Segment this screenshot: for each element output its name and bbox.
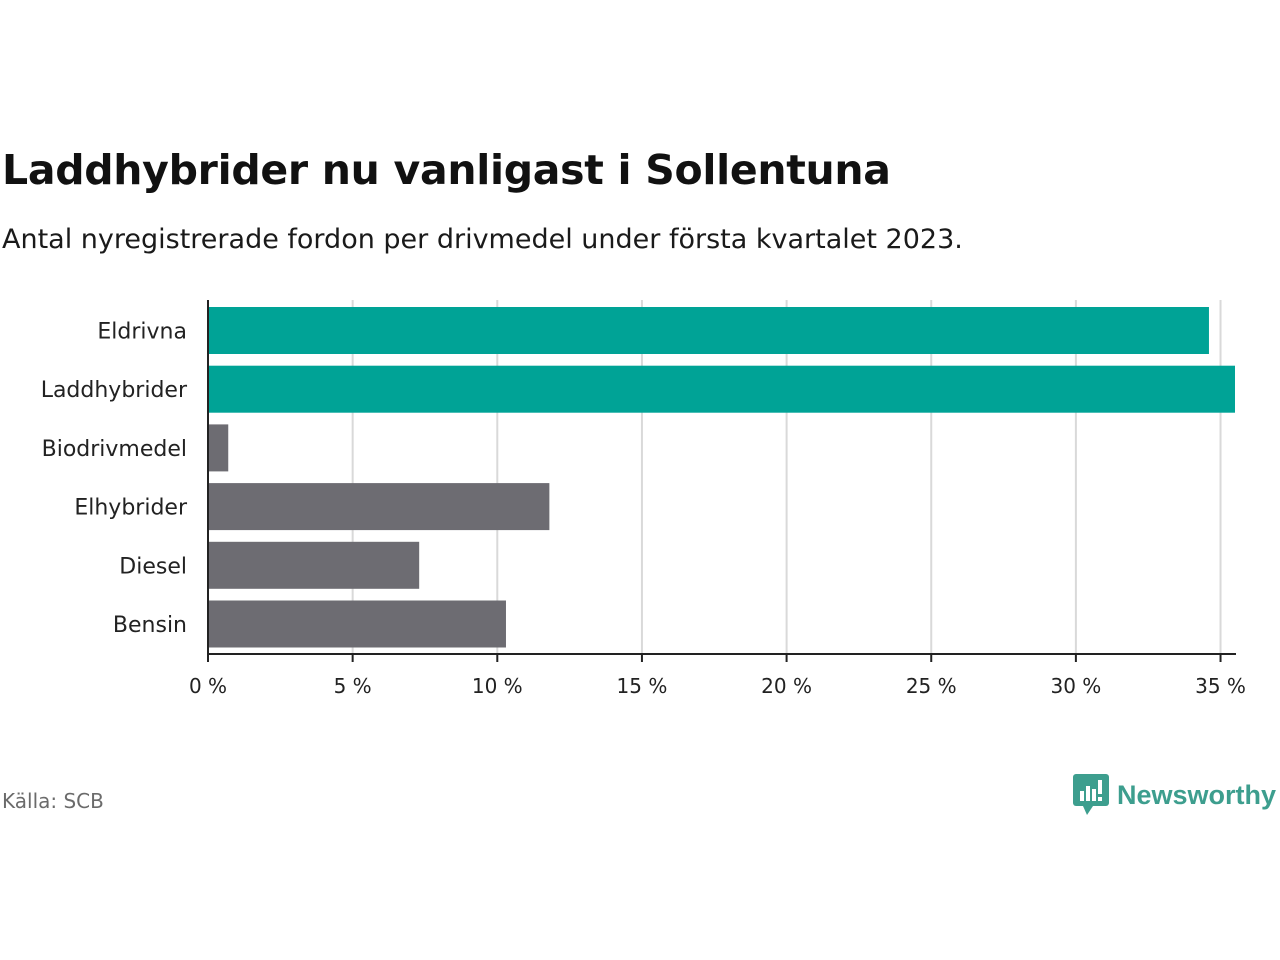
x-tick-label-15: 15 % [617,674,668,698]
bar-diesel [208,541,420,589]
category-label-biodrivmedel: Biodrivmedel [42,437,187,462]
bar-laddhybrider [208,365,1235,413]
source-note: Källa: SCB [2,789,104,813]
bar-elhybrider [208,483,550,531]
category-label-bensin: Bensin [113,613,187,638]
chart-title: Laddhybrider nu vanligast i Sollentuna [2,146,891,194]
category-label-eldrivna: Eldrivna [97,320,187,345]
x-tick-label-35: 35 % [1195,674,1246,698]
x-tick-label-0: 0 % [189,674,227,698]
x-tick-label-20: 20 % [761,674,812,698]
bar-bensin [208,600,506,648]
chart-subtitle: Antal nyregistrerade fordon per drivmede… [2,224,963,255]
category-label-laddhybrider: Laddhybrider [41,378,188,403]
newsworthy-logo-icon [1072,774,1109,815]
brand-logo[interactable]: Newsworthy [1072,774,1276,816]
bar-eldrivna [208,307,1209,354]
x-tick-label-10: 10 % [472,674,523,698]
x-tick-label-30: 30 % [1050,674,1101,698]
x-tick-label-25: 25 % [906,674,957,698]
bar-biodrivmedel [208,424,229,472]
category-label-diesel: Diesel [119,554,187,579]
x-tick-label-5: 5 % [334,674,372,698]
brand-name: Newsworthy [1116,779,1276,810]
bar-chart: Eldrivna Laddhybrider Biodrivmedel Elhybrid… [41,300,1246,698]
category-label-elhybrider: Elhybrider [74,496,188,521]
